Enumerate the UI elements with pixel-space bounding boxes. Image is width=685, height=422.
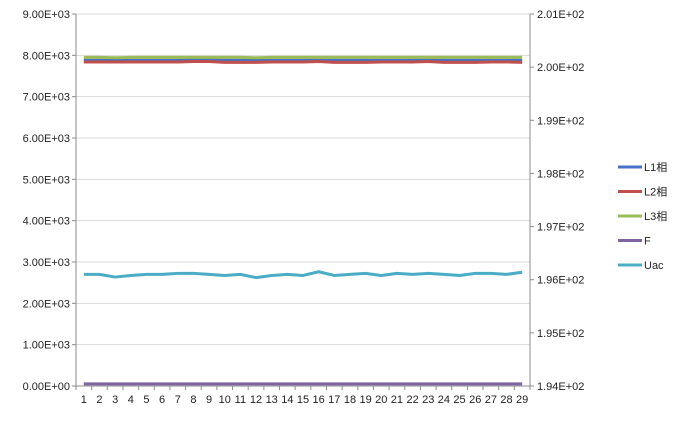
x-axis-tick-label: 20 — [375, 394, 387, 406]
left-axis-tick-label: 6.00E+03 — [23, 133, 70, 145]
legend-label: L1相 — [644, 161, 667, 174]
x-axis-tick-label: 15 — [297, 394, 309, 406]
x-axis-tick-label: 21 — [391, 394, 403, 406]
axes — [72, 14, 534, 390]
x-axis-tick-label: 22 — [406, 394, 418, 406]
x-axis-tick-label: 2 — [96, 394, 102, 406]
legend-label: L2相 — [644, 186, 667, 199]
legend-label: F — [644, 236, 651, 248]
x-axis-tick-label: 5 — [143, 394, 149, 406]
x-axis-tick-label: 25 — [453, 394, 465, 406]
x-axis-tick-label: 10 — [219, 394, 231, 406]
right-axis-tick-label: 1.98E+02 — [537, 168, 584, 180]
tick-labels: 0.00E+00 1.00E+03 2.00E+03 3.00E+03 4.00E+03… — [23, 9, 585, 406]
right-axis-tick-label: 2.00E+02 — [537, 62, 584, 74]
right-axis-tick-label: 2.01E+02 — [537, 9, 584, 21]
x-axis-tick-label: 12 — [250, 394, 262, 406]
x-axis-tick-label: 24 — [438, 394, 450, 406]
x-axis-tick-label: 16 — [313, 394, 325, 406]
gridlines — [76, 14, 530, 386]
x-axis-tick-label: 6 — [159, 394, 165, 406]
x-axis-tick-label: 1 — [81, 394, 87, 406]
left-axis-tick-label: 0.00E+00 — [23, 381, 70, 393]
right-axis-tick-label: 1.95E+02 — [537, 328, 584, 340]
left-axis-tick-label: 2.00E+03 — [23, 298, 70, 310]
x-axis-tick-label: 23 — [422, 394, 434, 406]
x-axis-tick-label: 18 — [344, 394, 356, 406]
x-axis-tick-label: 7 — [175, 394, 181, 406]
x-axis-tick-label: 28 — [500, 394, 512, 406]
x-axis-tick-label: 27 — [485, 394, 497, 406]
left-axis-tick-label: 1.00E+03 — [23, 340, 70, 352]
series-line-Uac — [84, 272, 522, 278]
legend: L1相 L2相 L3相 F Uac — [618, 161, 667, 272]
x-axis-tick-label: 17 — [328, 394, 340, 406]
series-line-L2相 — [84, 62, 522, 63]
left-axis-tick-label: 5.00E+03 — [23, 174, 70, 186]
right-axis-tick-label: 1.97E+02 — [537, 222, 584, 234]
legend-label: L3相 — [644, 210, 667, 223]
x-axis-tick-label: 4 — [128, 394, 134, 406]
x-axis-tick-label: 19 — [359, 394, 371, 406]
left-axis-tick-label: 3.00E+03 — [23, 257, 70, 269]
left-axis-tick-label: 8.00E+03 — [23, 50, 70, 62]
x-axis-tick-label: 26 — [469, 394, 481, 406]
right-axis-tick-label: 1.99E+02 — [537, 115, 584, 127]
left-axis-tick-label: 4.00E+03 — [23, 216, 70, 228]
right-axis-tick-label: 1.94E+02 — [537, 381, 584, 393]
x-axis-tick-label: 29 — [516, 394, 528, 406]
left-axis-tick-label: 9.00E+03 — [23, 9, 70, 21]
x-axis-tick-label: 8 — [190, 394, 196, 406]
x-axis-tick-label: 3 — [112, 394, 118, 406]
right-axis-tick-label: 1.96E+02 — [537, 275, 584, 287]
x-axis-tick-label: 13 — [266, 394, 278, 406]
left-axis-tick-label: 7.00E+03 — [23, 92, 70, 104]
legend-label: Uac — [644, 260, 664, 272]
x-axis-tick-label: 11 — [235, 394, 246, 406]
x-axis-tick-label: 14 — [281, 394, 293, 406]
x-axis-tick-label: 9 — [206, 394, 212, 406]
